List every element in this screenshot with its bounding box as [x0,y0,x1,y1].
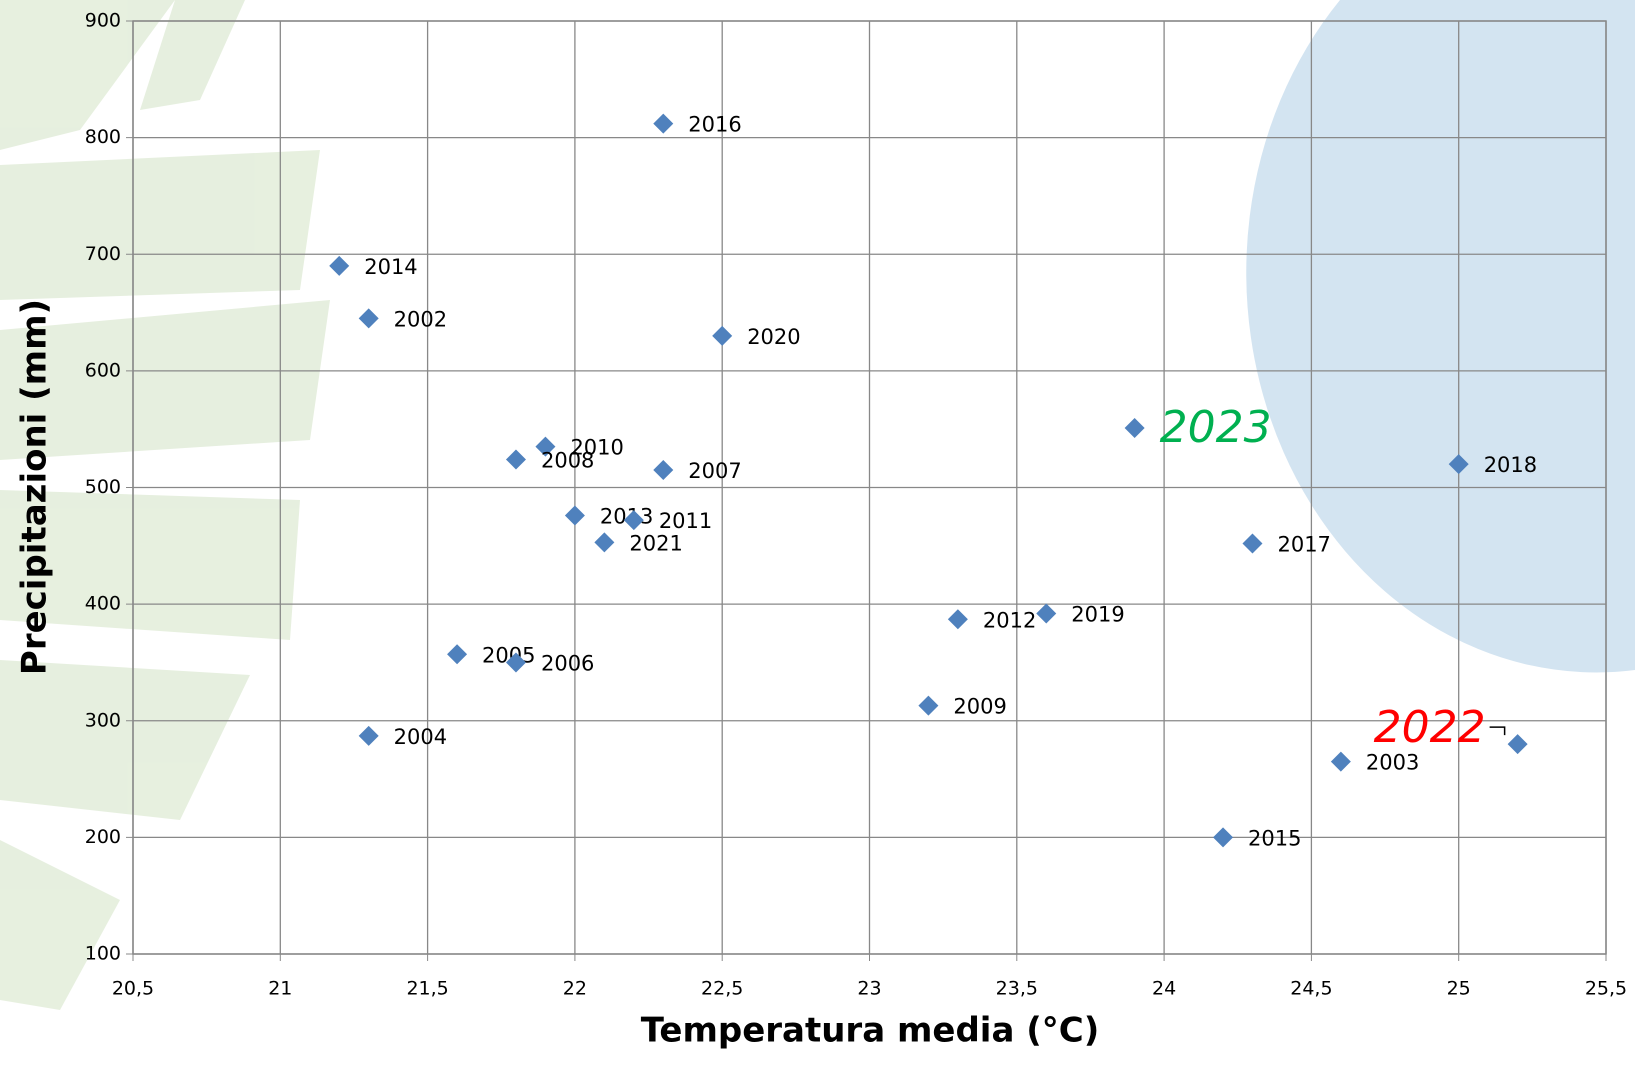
point-label: 2004 [394,725,447,749]
point-label: 2010 [570,436,623,460]
label-leader [1489,726,1506,736]
x-tick-label: 25,5 [1585,978,1627,1000]
x-tick-label: 21,5 [406,978,448,1000]
point-label: 2013 [600,504,653,528]
y-tick-label: 200 [85,826,121,848]
point [1242,533,1263,554]
point [712,325,733,346]
point [1124,418,1145,439]
point-label: 2009 [953,695,1006,719]
y-tick-label: 300 [85,709,121,731]
point [505,449,526,470]
y-tick-label: 600 [85,359,121,381]
highlight-label: 2022 [1374,702,1486,753]
y-tick-label: 500 [85,476,121,498]
y-tick-label: 900 [85,10,121,32]
x-tick-label: 21 [268,978,292,1000]
x-tick-label: 22,5 [701,978,743,1000]
x-tick-label: 24 [1152,978,1176,1000]
point-label: 2007 [688,459,741,483]
point-label: 2006 [541,651,594,675]
point [1448,454,1469,475]
point [329,255,350,276]
x-axis-title: Temperatura media (°C) [641,1011,1100,1051]
point [535,436,556,457]
y-axis-title: Precipitazioni (mm) [15,299,55,675]
point-label: 2021 [629,531,682,555]
point-label: 2017 [1277,532,1330,556]
background-decor [0,0,330,1010]
point-label: 2015 [1248,826,1301,850]
point-label: 2014 [364,255,417,279]
point-label: 2003 [1366,751,1419,775]
x-tick-label: 23 [857,978,881,1000]
point [358,308,379,329]
x-tick-label: 22 [563,978,587,1000]
background-circle [1246,0,1635,673]
point [947,609,968,630]
point-label: 2011 [659,509,712,533]
point-label: 2016 [688,113,741,137]
x-tick-label: 24,5 [1290,978,1332,1000]
point-label: 2019 [1071,602,1124,626]
point [918,695,939,716]
plot-frame [132,20,1607,955]
point [505,652,526,673]
point [1213,827,1234,848]
point [358,725,379,746]
point-label: 2008 [541,449,594,473]
x-tick-label: 23,5 [996,978,1038,1000]
point [1507,734,1528,755]
point-label: 2012 [983,608,1036,632]
y-tick-label: 400 [85,593,121,615]
point-label: 2002 [394,307,447,331]
point-label: 2018 [1484,453,1537,477]
point [1330,751,1351,772]
x-tick-label: 20,5 [112,978,154,1000]
y-tick-label: 100 [85,943,121,965]
point [564,505,585,526]
y-tick-label: 700 [85,243,121,265]
y-tick-label: 800 [85,126,121,148]
point-label: 2020 [747,325,800,349]
point [623,510,644,531]
point [1036,603,1057,624]
point [653,113,674,134]
point [594,532,615,553]
x-tick-label: 25 [1447,978,1471,1000]
highlight-label: 2023 [1160,402,1272,453]
point [447,644,468,665]
point [653,460,674,481]
